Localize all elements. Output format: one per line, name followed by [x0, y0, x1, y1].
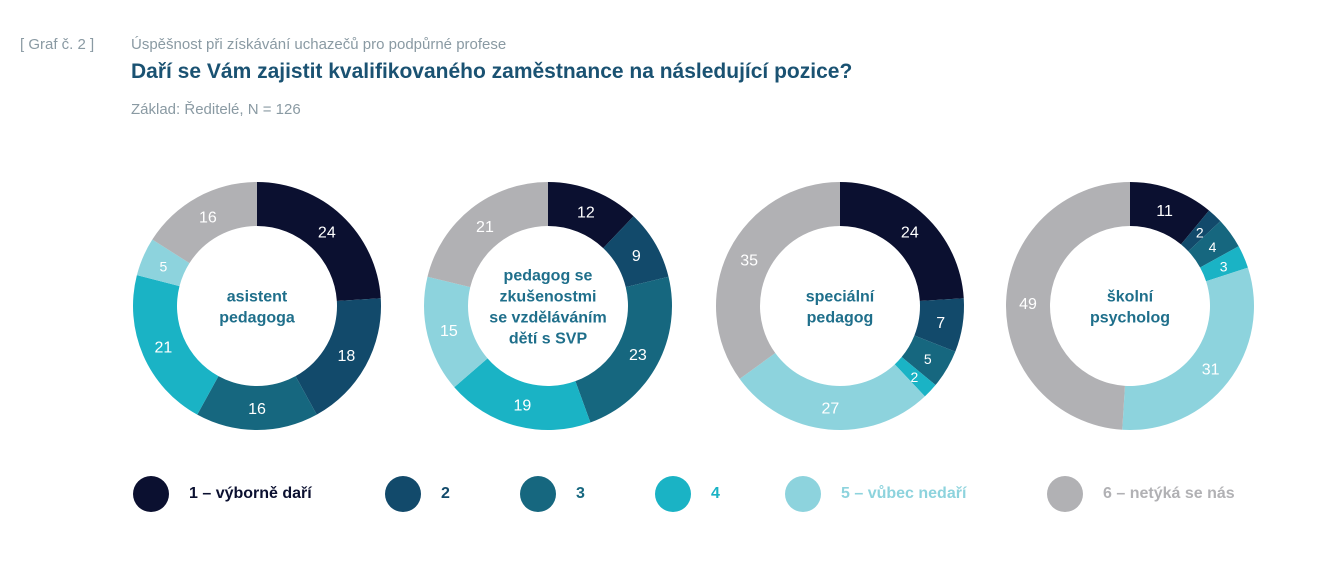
legend: 1 – výborně daří 2 3 4 5 – vůbec nedaří 6 – n…	[0, 476, 1320, 516]
donut-segment	[715, 182, 840, 379]
segment-value-label: 24	[318, 225, 336, 242]
segment-value-label: 35	[740, 253, 758, 270]
legend-label: 3	[576, 485, 585, 502]
donut-center-label: pedagog se	[504, 268, 593, 285]
legend-item: 2	[385, 476, 450, 512]
segment-value-label: 5	[159, 258, 167, 274]
legend-item: 1 – výborně daří	[133, 476, 312, 512]
segment-value-label: 9	[632, 248, 641, 265]
donut-segment	[901, 335, 956, 386]
donut-segment	[1200, 246, 1248, 282]
chart-subtitle: Úspěšnost při získávání uchazečů pro pod…	[131, 36, 507, 53]
segment-value-label: 18	[337, 348, 355, 365]
segment-value-label: 4	[1209, 239, 1217, 255]
segment-value-label: 21	[154, 340, 172, 357]
donut-center-label: zkušenostmi	[500, 289, 597, 306]
segment-value-label: 24	[901, 225, 919, 242]
chart-base: Základ: Ředitelé, N = 126	[131, 101, 301, 118]
segment-value-label: 49	[1019, 296, 1037, 313]
donut-center-label: psycholog	[1090, 310, 1170, 327]
donut-segment	[424, 276, 488, 388]
donut-center-label: pedagoga	[219, 310, 295, 327]
legend-item: 3	[520, 476, 585, 512]
donut-segment	[1130, 182, 1210, 245]
segment-value-label: 15	[440, 323, 458, 340]
legend-item: 5 – vůbec nedaří	[785, 476, 966, 512]
donut-segment	[840, 182, 964, 301]
donut-center-label: se vzděláváním	[489, 310, 606, 327]
donut-chart: 12 9 23 19 15 21 pedagog se zkušenostmi se vzděl…	[424, 182, 672, 430]
segment-value-label: 12	[577, 204, 595, 221]
donut-segment	[739, 353, 925, 431]
donut-chart: 24 7 52 27 35 speciální pedagog	[715, 182, 964, 431]
donut-segment	[1122, 267, 1254, 430]
legend-swatch	[1047, 476, 1083, 512]
segment-value-label: 16	[248, 401, 266, 418]
legend-swatch	[133, 476, 169, 512]
chart-number: [ Graf č. 2 ]	[20, 36, 95, 53]
legend-swatch	[385, 476, 421, 512]
donut-center-label: speciální	[806, 289, 875, 306]
donut-segment	[1005, 181, 1130, 430]
legend-label: 1 – výborně daří	[189, 485, 312, 502]
donut-segment	[575, 276, 672, 423]
donut-chart: 11 243 31 49 školní psycholog	[1005, 181, 1254, 430]
donut-segment	[427, 182, 548, 288]
donut-segment	[603, 216, 669, 288]
segment-value-label: 21	[476, 219, 494, 236]
donut-segment	[136, 239, 190, 287]
donut-center-label: asistent	[227, 289, 288, 306]
segment-value-label: 7	[936, 315, 945, 332]
donut-center-label: školní	[1107, 289, 1154, 306]
segment-value-label: 2	[910, 369, 918, 385]
donut-segment	[197, 376, 317, 430]
segment-value-label: 19	[513, 398, 531, 415]
segment-value-label: 16	[199, 210, 217, 227]
segment-value-label: 31	[1202, 362, 1220, 379]
donut-chart: 24 18 16 21 5 16 asistent pedagoga	[133, 182, 381, 430]
donut-center-label: dětí s SVP	[509, 331, 588, 348]
segment-value-label: 2	[1196, 225, 1204, 241]
legend-label: 6 – netýká se nás	[1103, 485, 1235, 502]
donut-segment	[454, 358, 591, 430]
legend-label: 4	[711, 485, 720, 502]
donut-segment	[133, 275, 219, 415]
legend-item: 4	[655, 476, 720, 512]
legend-item: 6 – netýká se nás	[1047, 476, 1235, 512]
donut-segment	[152, 182, 257, 264]
legend-label: 5 – vůbec nedaří	[841, 485, 967, 502]
legend-swatch	[655, 476, 691, 512]
segment-value-label: 11	[1156, 203, 1173, 220]
donut-charts: 24181621516asistentpedagoga12923191521pe…	[133, 181, 1254, 431]
chart-title: Daří se Vám zajistit kvalifikovaného zam…	[131, 60, 853, 83]
segment-value-label: 23	[629, 347, 647, 364]
donut-segment	[295, 298, 381, 415]
donut-segment	[1180, 210, 1221, 252]
donut-segment	[1188, 221, 1239, 268]
donut-segment	[257, 182, 381, 301]
segment-value-label: 27	[822, 401, 840, 418]
donut-segment	[914, 298, 964, 352]
donut-segment	[548, 182, 634, 249]
legend-swatch	[785, 476, 821, 512]
segment-value-label: 3	[1220, 258, 1228, 274]
donut-segment	[894, 356, 936, 397]
donut-center-label: pedagog	[807, 310, 874, 327]
legend-swatch	[520, 476, 556, 512]
segment-value-label: 5	[924, 351, 932, 367]
legend-label: 2	[441, 485, 450, 502]
